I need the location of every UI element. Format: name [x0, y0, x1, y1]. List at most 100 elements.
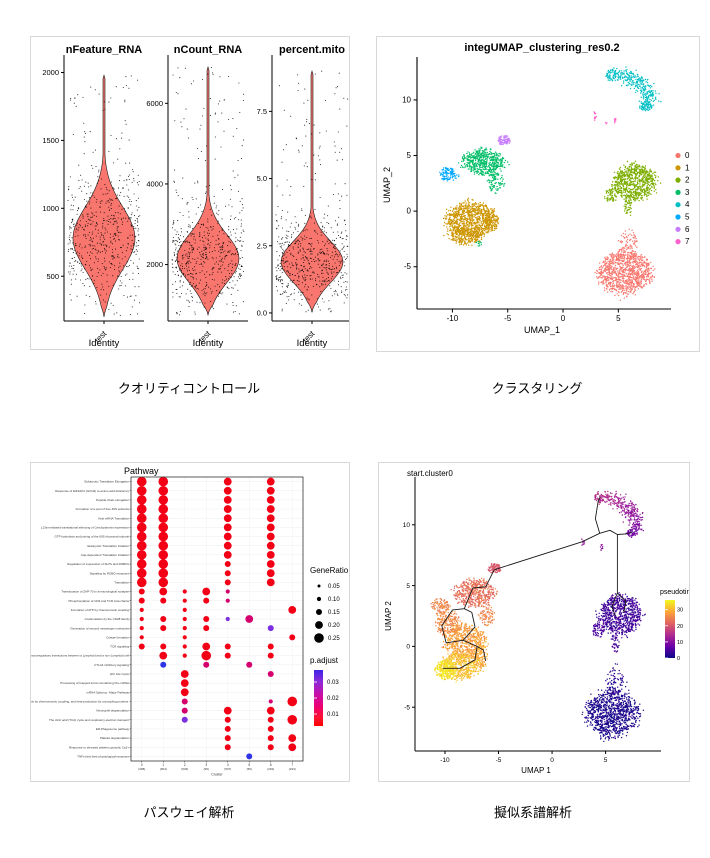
dot [180, 670, 189, 678]
dot [139, 635, 144, 640]
pathway-row-label: Processing of Capped Intron-Containing P… [60, 681, 129, 685]
y-tick-label: 2.5 [257, 241, 267, 250]
dot [158, 531, 169, 542]
y-tick-label: 5 [406, 583, 410, 590]
pseudotime-caption: 擬似系譜解析 [493, 805, 572, 820]
x-axis-label: Identity [297, 338, 328, 349]
dot [203, 616, 210, 622]
dot [160, 597, 167, 604]
dot [266, 523, 275, 532]
pathway-row-label: mRNA Splicing - Major Pathway [86, 690, 129, 694]
x-tick-label: -5 [496, 757, 502, 764]
dot [224, 643, 231, 650]
legend-label: 3 [685, 188, 690, 197]
dot [182, 653, 187, 658]
pathway-row-label: Formation of ATP by chemiosmotic couplin… [71, 608, 130, 612]
jitter-points [171, 66, 245, 316]
dot [223, 486, 232, 495]
legend-swatch [675, 214, 681, 220]
dot [266, 477, 275, 486]
legend-label: 2 [685, 176, 690, 185]
dot [224, 735, 231, 742]
dot [223, 550, 232, 559]
dot [136, 522, 147, 533]
dot [268, 699, 273, 704]
umap-clustering-chart: integUMAP_clustering_res0.2-10 -5 0 5-50510… [377, 37, 699, 351]
dot [287, 714, 298, 725]
dot [223, 532, 232, 541]
dot [158, 550, 169, 560]
dot [136, 568, 147, 578]
dot [158, 495, 169, 505]
plot-border [130, 476, 304, 762]
legend-swatch [675, 239, 681, 245]
dot [224, 652, 231, 659]
dot [245, 615, 254, 623]
chart-title: integUMAP_clustering_res0.2 [464, 42, 619, 54]
qc-caption: クオリティコントロール [117, 381, 261, 396]
dot [267, 652, 274, 659]
pathway-row-label: Translocation of ZAP-70 to Immunological… [61, 590, 129, 594]
trajectory [441, 496, 633, 669]
dot [266, 532, 275, 541]
dotplot-legend: GeneRatio 0.05 0.10 0.15 0.20 0.25 p.adjust 0.0… [310, 566, 349, 726]
x-axis-label: UMAP 1 [521, 766, 551, 775]
dot [158, 559, 169, 569]
pathway-row-label: Viral mRNA Translation [98, 516, 129, 520]
dot [223, 477, 232, 486]
pathway-row-label: Cap-dependent Translation Initiation [81, 553, 130, 557]
y-tick-label: 2000 [146, 260, 163, 269]
dot [266, 569, 275, 578]
pathway-row-label: Formation of a pool of free 40S subunits [76, 507, 130, 511]
size-legend-label: 0.25 [328, 636, 340, 642]
y-tick-label: 6000 [146, 99, 163, 108]
dot [223, 514, 232, 523]
x-tick-label: 2 [184, 763, 186, 767]
violin-shape [72, 74, 136, 317]
y-tick-label: 10 [402, 95, 411, 104]
dot [203, 661, 210, 668]
legend-label: 4 [685, 200, 690, 209]
violin-title: nCount_RNA [174, 44, 242, 56]
y-tick-label: 0 [406, 644, 410, 651]
dot [289, 634, 296, 641]
legend-tick-label: 30 [677, 608, 683, 614]
y-tick-label: 5 [407, 151, 412, 160]
x-tick-label: 0 [561, 314, 566, 323]
pathway-row-label: Phosphorylation of CD3 and TCR zeta chai… [69, 599, 130, 603]
dot [182, 589, 187, 594]
legend-swatch [675, 165, 681, 171]
x-tick-label: -10 [440, 757, 450, 764]
dot [181, 698, 188, 705]
dot [160, 616, 167, 622]
legend-label: 6 [685, 225, 690, 234]
pathway-row-label: Respiratory electron transport, ATP synt… [31, 700, 129, 704]
dot [158, 504, 169, 514]
pathway-row-label: ER-Phagosome pathway [96, 727, 130, 731]
color-legend-label: 0.01 [327, 712, 339, 718]
dot [138, 597, 145, 604]
legend-label: 7 [685, 237, 690, 246]
legend-label: 0 [685, 151, 690, 160]
dot [139, 626, 144, 631]
legend-swatch [675, 202, 681, 208]
dot [225, 598, 230, 603]
dot [224, 570, 231, 577]
y-tick-label: 1500 [42, 136, 59, 145]
x-axis-label: UMAP_1 [524, 325, 560, 335]
x-tick-label: 5 [248, 763, 250, 767]
jitter-points [67, 75, 141, 316]
dot [266, 541, 275, 550]
pathway-caption: パスウェイ解析 [143, 805, 235, 820]
dot [136, 531, 147, 542]
dot [182, 607, 187, 612]
dot [182, 644, 187, 649]
dot [181, 716, 188, 723]
color-legend-bar [314, 670, 323, 726]
dot [224, 561, 231, 568]
y-tick-label: 2000 [42, 68, 59, 77]
x-tick-label: 0 [550, 757, 554, 764]
legend-tick-label: 10 [677, 640, 683, 646]
x-tick-count: (364) [160, 767, 167, 771]
